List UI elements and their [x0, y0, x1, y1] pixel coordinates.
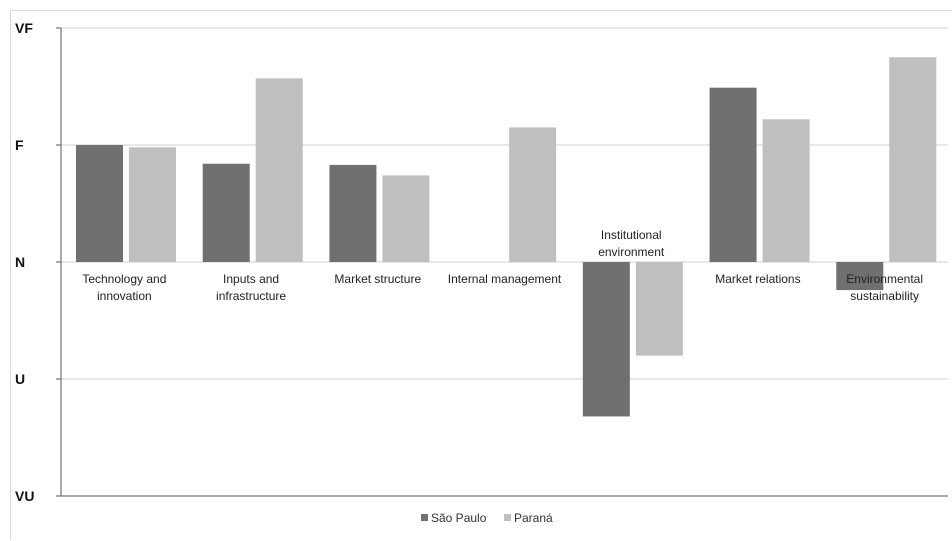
category-label: Inputs and — [223, 272, 279, 286]
bar-sao-paulo-2 — [329, 164, 377, 262]
y-tick-label: VF — [15, 20, 33, 36]
category-label: Environmental — [846, 272, 923, 286]
bars — [76, 57, 937, 417]
category-label: Internal management — [448, 272, 562, 286]
legend-swatch-parana — [504, 514, 511, 521]
legend-swatch-sao-paulo — [421, 514, 428, 521]
category-label: environment — [598, 245, 665, 259]
category-label: Market structure — [334, 272, 421, 286]
gridlines — [61, 27, 948, 380]
chart-frame — [10, 10, 951, 540]
category-label: Institutional — [601, 228, 662, 242]
bar-sao-paulo-6 — [836, 262, 884, 291]
bar-parana-0 — [129, 147, 176, 262]
bar-sao-paulo-0 — [76, 145, 123, 262]
bar-parana-5 — [762, 119, 810, 262]
category-label: Market relations — [715, 272, 800, 286]
legend: São Paulo Paraná — [421, 511, 553, 525]
y-tick-label: VU — [15, 488, 34, 504]
legend-label: São Paulo — [431, 511, 487, 525]
category-label: sustainability — [850, 289, 919, 303]
bar-parana-1 — [255, 78, 303, 262]
y-tick-label: N — [15, 254, 25, 270]
bar-parana-4 — [635, 262, 683, 356]
bar-parana-6 — [889, 57, 937, 262]
y-tick-label: F — [15, 137, 24, 153]
bar-parana-2 — [382, 175, 430, 262]
legend-label: Paraná — [514, 511, 553, 525]
tick-labels: VU U N F VF Technology and innovation Inputs an… — [15, 20, 923, 504]
category-label: Technology and — [82, 272, 166, 286]
bar-sao-paulo-5 — [709, 87, 757, 262]
bar-sao-paulo-1 — [202, 163, 250, 262]
bar-sao-paulo-4 — [582, 262, 630, 417]
axes — [56, 27, 948, 497]
category-label: innovation — [97, 289, 152, 303]
bar-parana-3 — [509, 127, 557, 262]
y-tick-label: U — [15, 371, 25, 387]
category-label: infrastructure — [216, 289, 286, 303]
